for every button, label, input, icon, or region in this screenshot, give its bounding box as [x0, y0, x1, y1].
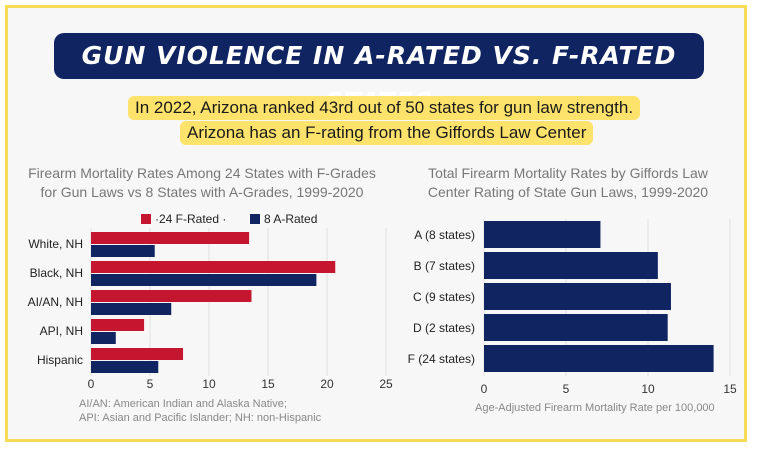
bar-f-rated: [91, 261, 336, 273]
right-x-tick-label: 10: [641, 382, 655, 396]
right-category-label: F (24 states): [408, 352, 475, 366]
legend-label-f-rated: ·24 F-Rated ·: [155, 212, 226, 226]
left-x-tick-label: 5: [147, 377, 154, 391]
note-line-1: AI/AN: American Indian and Alaska Native…: [79, 398, 287, 410]
bar-f-rated: [91, 348, 184, 360]
left-x-tick-label: 15: [261, 377, 275, 391]
left-category-label: AI/AN, NH: [28, 295, 83, 309]
bar-f-rated: [91, 290, 252, 302]
left-x-tick-label: 10: [202, 377, 216, 391]
right-category-label: C (9 states): [413, 290, 475, 304]
left-x-tick-label: 20: [320, 377, 334, 391]
left-x-tick-label: 25: [379, 377, 393, 391]
bar-rating: [484, 252, 658, 279]
right-x-tick-label: 5: [563, 382, 570, 396]
left-chart-title: Firearm Mortality Rates Among 24 States …: [28, 165, 376, 200]
right-x-tick-label: 0: [481, 382, 488, 396]
note-line-2: API: Asian and Pacific Islander; NH: non…: [79, 412, 322, 424]
highlight-line-1: In 2022, Arizona ranked 43rd out of 50 s…: [128, 96, 641, 120]
bar-a-rated: [91, 332, 116, 344]
bar-rating: [484, 314, 668, 341]
bar-a-rated: [91, 274, 317, 286]
right-x-axis-label: Age-Adjusted Firearm Mortality Rate per …: [475, 402, 715, 414]
bar-rating: [484, 283, 671, 310]
bar-f-rated: [91, 232, 250, 244]
bar-rating: [484, 221, 601, 248]
chart-notes: AI/AN: American Indian and Alaska Native…: [79, 397, 321, 425]
legend-swatch-a-rated: [250, 214, 260, 224]
left-category-label: Black, NH: [30, 266, 83, 280]
bar-rating: [484, 345, 714, 372]
left-category-label: API, NH: [40, 324, 83, 338]
legend-swatch-f-rated: [141, 214, 151, 224]
left-x-tick-label: 0: [88, 377, 95, 391]
legend-label-a-rated: 8 A-Rated: [264, 212, 317, 226]
bar-a-rated: [91, 245, 155, 257]
highlight-line-2: Arizona has an F-rating from the Gifford…: [180, 121, 594, 145]
right-category-label: D (2 states): [413, 321, 475, 335]
right-chart-title: Total Firearm Mortality Rates by Gifford…: [427, 165, 709, 200]
bar-a-rated: [91, 361, 159, 373]
left-category-label: White, NH: [28, 237, 83, 251]
left-category-label: Hispanic: [37, 353, 83, 367]
right-category-label: A (8 states): [414, 228, 475, 242]
right-category-label: B (7 states): [414, 259, 475, 273]
bar-a-rated: [91, 303, 172, 315]
right-x-tick-label: 15: [723, 382, 737, 396]
bar-f-rated: [91, 319, 145, 331]
